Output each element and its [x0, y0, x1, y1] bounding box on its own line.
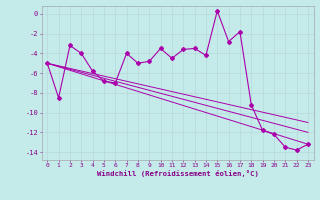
- X-axis label: Windchill (Refroidissement éolien,°C): Windchill (Refroidissement éolien,°C): [97, 170, 259, 177]
